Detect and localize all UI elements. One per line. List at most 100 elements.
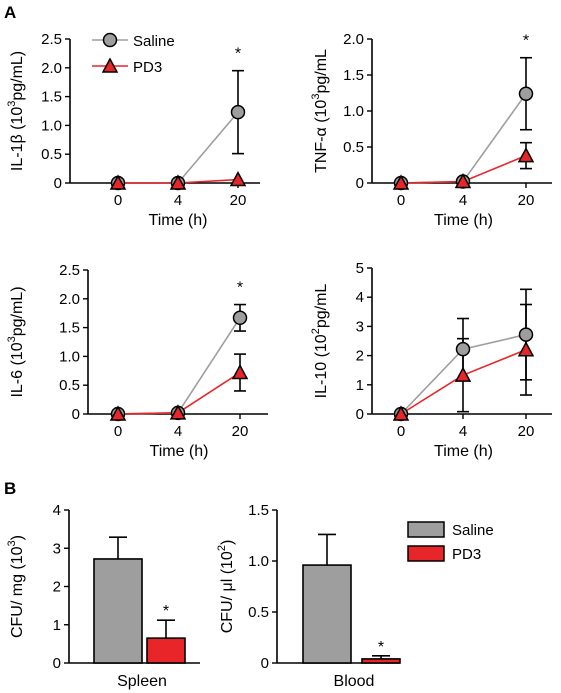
significance-marker: *	[237, 280, 243, 297]
y-tick-label: 2	[53, 579, 61, 596]
data-point-pd3	[169, 404, 187, 420]
y-tick-label: 0.5	[248, 604, 269, 621]
y-tick-label: 4	[53, 502, 61, 519]
significance-marker: *	[163, 603, 169, 620]
y-tick-label: 3	[356, 318, 364, 335]
data-point-saline	[230, 104, 246, 120]
significance-marker: *	[523, 33, 529, 50]
data-point-pd3	[392, 174, 410, 190]
x-tick-label: 0	[114, 192, 122, 209]
y-tick-label: 1.5	[248, 502, 269, 519]
x-axis-title: Time (h)	[150, 443, 209, 460]
y-axis-title: IL-6 (103pg/mL)	[6, 286, 26, 397]
y-axis-title: CFU/ mg (103)	[6, 535, 26, 638]
y-axis-title-superscript: 3	[6, 336, 18, 342]
y-axis-title-part: pg/mL	[313, 49, 330, 94]
y-tick-label: 0	[72, 406, 80, 423]
y-tick-label: 0	[356, 175, 364, 192]
data-point-pd3	[231, 363, 249, 380]
data-point-saline	[232, 310, 248, 326]
legend-saline-label: Saline	[133, 33, 175, 50]
x-tick-label: 20	[518, 423, 535, 440]
x-tick-label: 20	[232, 423, 249, 440]
data-point-pd3	[229, 170, 247, 187]
y-axis-title-part: pg/mL)	[9, 51, 26, 101]
data-point-saline	[455, 341, 471, 357]
y-axis-title-part: CFU/ mg (10	[9, 546, 26, 638]
y-tick-label: 1.0	[343, 103, 364, 120]
bar-legend: Saline PD3	[407, 521, 494, 563]
x-tick-label: 20	[518, 192, 535, 209]
bar-saline	[302, 564, 352, 664]
series-line-saline	[117, 317, 241, 415]
y-tick-label: 2	[356, 348, 364, 365]
x-axis-title: Time (h)	[149, 212, 208, 229]
significance-marker: *	[378, 639, 384, 656]
series-line-saline	[400, 93, 527, 184]
y-tick-label: 0.5	[343, 139, 364, 156]
panel-letter-b: B	[4, 479, 16, 498]
data-point-pd3	[169, 174, 187, 190]
data-point-pd3	[109, 174, 127, 190]
circle-icon	[102, 32, 118, 48]
y-axis-title-part: IL-10 (10	[313, 334, 330, 398]
y-axis-title-part: )	[9, 535, 26, 540]
y-axis-title: IL-1β (103pg/mL)	[6, 51, 26, 171]
y-tick-label: 1.5	[59, 320, 80, 337]
x-tick-label: 0	[397, 192, 405, 209]
y-axis-title-part: TNF-α (10	[313, 100, 330, 173]
legend-bar-saline-label: Saline	[452, 522, 494, 539]
x-axis-title: Blood	[334, 673, 375, 690]
y-tick-label: 0	[261, 655, 269, 672]
bar-saline	[93, 558, 143, 664]
x-axis-title: Spleen	[117, 673, 167, 690]
x-axis-title: Time (h)	[434, 212, 493, 229]
bar-pd3	[361, 658, 401, 664]
y-axis-title-superscript: 3	[6, 540, 18, 546]
line-legend: Saline PD3	[92, 32, 175, 76]
y-tick-label: 1.0	[248, 553, 269, 570]
y-tick-label: 1	[53, 617, 61, 634]
data-point-pd3	[109, 405, 127, 421]
x-axis-title: Time (h)	[434, 443, 493, 460]
y-tick-label: 1.5	[41, 89, 62, 106]
x-tick-label: 4	[174, 192, 182, 209]
y-axis-title-superscript: 2	[310, 328, 322, 334]
y-axis-title-part: IL-1β (10	[9, 107, 26, 171]
y-tick-label: 5	[356, 260, 364, 277]
y-axis-title-superscript: 2	[216, 545, 228, 551]
y-axis-title-part: )	[219, 540, 236, 545]
chart-tnfa: 0 0.5 1.0 1.5 2.0 TNF-α (103pg/mL 0 4 20 Time (h)…	[310, 31, 552, 229]
y-axis-title-part: pg/mL	[313, 284, 330, 329]
y-axis-title-superscript: 3	[6, 101, 18, 107]
y-tick-label: 1.0	[41, 117, 62, 134]
series-line-saline	[118, 111, 239, 184]
x-tick-label: 4	[459, 192, 467, 209]
y-axis-title: IL-10 (102pg/mL	[310, 284, 330, 399]
y-tick-label: 3	[53, 540, 61, 557]
data-point-pd3	[517, 341, 535, 357]
y-tick-label: 2.5	[41, 31, 62, 48]
data-point-saline	[518, 327, 534, 342]
y-tick-label: 2.0	[41, 60, 62, 77]
legend-pd3-swatch	[407, 545, 445, 562]
y-tick-label: 2.0	[343, 31, 364, 48]
data-point-pd3	[454, 366, 472, 382]
x-tick-label: 4	[174, 423, 182, 440]
legend-bar-pd3-label: PD3	[452, 546, 481, 563]
x-tick-label: 0	[114, 423, 122, 440]
bar-pd3	[146, 637, 186, 664]
y-tick-label: 2.5	[59, 262, 80, 279]
data-point-pd3	[392, 405, 410, 421]
x-tick-label: 20	[230, 192, 247, 209]
y-tick-label: 2.0	[59, 291, 80, 308]
y-axis-title: TNF-α (103pg/mL	[310, 49, 330, 173]
legend-pd3-label: PD3	[133, 59, 162, 76]
x-tick-label: 4	[459, 423, 467, 440]
data-point-pd3	[454, 172, 472, 189]
panel-letter-a: A	[4, 3, 16, 22]
y-tick-label: 0	[356, 406, 364, 423]
